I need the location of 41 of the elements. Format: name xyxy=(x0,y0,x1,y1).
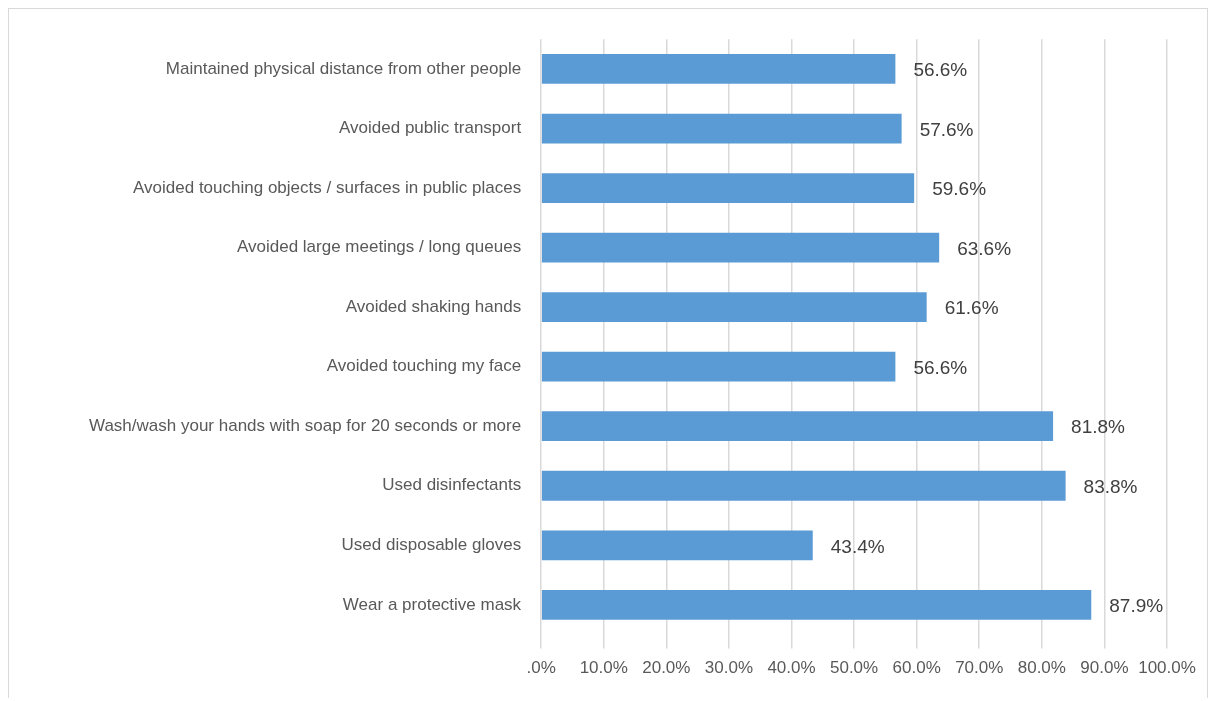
y-tick-label: Wear a protective mask xyxy=(342,594,522,614)
bar xyxy=(541,292,927,323)
data-label: 56.6% xyxy=(913,59,968,81)
x-tick-label: 70.0% xyxy=(955,658,1004,678)
data-label: 57.6% xyxy=(919,118,974,140)
bar xyxy=(541,232,940,263)
bar xyxy=(541,113,902,144)
x-tick-label: 20.0% xyxy=(642,658,691,678)
y-tick-label: Used disposable gloves xyxy=(341,534,522,554)
bar xyxy=(541,54,896,84)
y-tick-label: Avoided large meetings / long queues xyxy=(236,237,522,257)
bar xyxy=(541,351,896,382)
data-label: 61.6% xyxy=(944,297,999,319)
y-tick-label: Maintained physical distance from other people xyxy=(165,58,522,78)
x-tick-label: 80.0% xyxy=(1017,658,1066,678)
y-tick-label: Wash/wash your hands with soap for 20 seconds or more xyxy=(89,415,522,435)
bar xyxy=(541,411,1054,442)
x-tick-label: 100.0% xyxy=(1138,658,1196,678)
x-tick-label: .0% xyxy=(526,658,556,678)
x-tick-label: 90.0% xyxy=(1080,658,1129,678)
data-label: 56.6% xyxy=(913,356,968,378)
x-tick-label: 50.0% xyxy=(829,658,879,678)
data-label: 59.6% xyxy=(932,178,987,200)
x-tick-label: 40.0% xyxy=(767,658,816,678)
bar xyxy=(541,173,915,203)
y-tick-label: Avoided public transport xyxy=(339,118,522,138)
data-label: 81.8% xyxy=(1071,416,1126,438)
data-label: 63.6% xyxy=(957,237,1012,259)
data-label: 83.8% xyxy=(1083,475,1138,497)
data-label: 87.9% xyxy=(1109,595,1164,617)
y-tick-label: Avoided touching my face xyxy=(326,356,522,376)
x-tick-label: 60.0% xyxy=(892,658,941,678)
data-label: 43.4% xyxy=(830,535,885,557)
x-tick-label: 30.0% xyxy=(704,658,753,678)
y-tick-label: Avoided shaking hands xyxy=(345,296,522,316)
bar xyxy=(541,530,813,561)
x-tick-label: 10.0% xyxy=(579,658,628,678)
y-tick-label: Used disinfectants xyxy=(382,475,522,495)
y-tick-label: Avoided touching objects / surfaces in public places xyxy=(133,177,522,197)
bar xyxy=(541,589,1092,620)
bar xyxy=(541,470,1066,501)
